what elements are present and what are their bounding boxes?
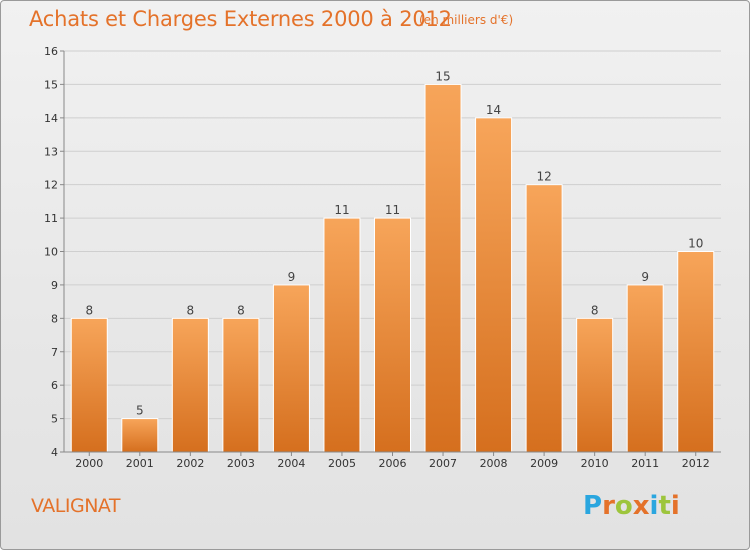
bar	[374, 217, 411, 453]
data-label: 8	[591, 303, 599, 317]
y-tick-label: 10	[44, 246, 58, 259]
y-tick-label: 7	[51, 346, 58, 359]
y-tick-label: 15	[44, 78, 58, 91]
bars	[70, 83, 715, 453]
bar	[171, 317, 209, 453]
x-tick-label: 2006	[379, 457, 407, 470]
x-tick-label: 2003	[227, 457, 255, 470]
x-tick-label: 2009	[530, 457, 558, 470]
logo-letter: x	[632, 491, 650, 521]
y-tick-label: 6	[51, 379, 58, 392]
data-label: 14	[486, 103, 501, 117]
logo-letter: i	[649, 491, 659, 521]
x-tick-label: 2005	[328, 457, 356, 470]
bar	[70, 317, 108, 453]
data-label: 9	[288, 270, 296, 284]
y-tick-label: 16	[44, 45, 58, 58]
bar	[323, 217, 361, 453]
data-label: 10	[688, 237, 703, 251]
y-tick-label: 12	[44, 179, 58, 192]
chart-unit: (en milliers d'€)	[419, 13, 514, 27]
x-tick-label: 2007	[429, 457, 457, 470]
axes	[60, 50, 721, 456]
data-label: 8	[85, 303, 93, 317]
x-tick-label: 2008	[480, 457, 508, 470]
bar	[424, 83, 462, 453]
x-tick-label: 2012	[682, 457, 710, 470]
x-tick-label: 2011	[631, 457, 659, 470]
x-tick-label: 2010	[581, 457, 609, 470]
bar	[121, 418, 159, 453]
logo-letter: i	[670, 491, 680, 521]
data-label: 15	[435, 69, 450, 83]
y-tick-label: 9	[51, 279, 58, 292]
logo-letter: r	[602, 491, 615, 521]
y-tick-label: 5	[51, 413, 58, 426]
bar	[677, 251, 715, 453]
bar	[626, 284, 664, 453]
y-tick-label: 8	[51, 312, 58, 325]
x-tick-label: 2004	[277, 457, 305, 470]
proxiti-logo: Proxiti	[583, 491, 680, 521]
y-tick-label: 14	[44, 112, 58, 125]
y-tick-label: 4	[51, 446, 58, 459]
data-label: 11	[385, 203, 400, 217]
bar	[576, 317, 614, 453]
data-label: 8	[187, 303, 195, 317]
data-label: 11	[334, 203, 349, 217]
chart-title: Achats et Charges Externes 2000 à 2012	[29, 7, 452, 31]
bar	[525, 184, 563, 453]
x-tick-label: 2000	[75, 457, 103, 470]
logo-letter: P	[583, 491, 603, 521]
y-tick-label: 11	[44, 212, 58, 225]
bar	[475, 117, 513, 453]
y-tick-label: 13	[44, 145, 58, 158]
data-label: 5	[136, 404, 144, 418]
bar	[272, 284, 310, 453]
data-label: 9	[641, 270, 649, 284]
bar	[222, 317, 260, 453]
data-label: 8	[237, 303, 245, 317]
logo-letter: t	[658, 491, 671, 521]
logo-letter: o	[614, 491, 633, 521]
labels: 4 5 6 7 8 9 10 11 12 13 14 15 16 8 2000 5 2001 8 2002 8 2003…	[44, 45, 710, 470]
commune-name: VALIGNAT	[31, 495, 121, 517]
x-tick-label: 2002	[176, 457, 204, 470]
data-label: 12	[536, 170, 551, 184]
x-tick-label: 2001	[126, 457, 154, 470]
